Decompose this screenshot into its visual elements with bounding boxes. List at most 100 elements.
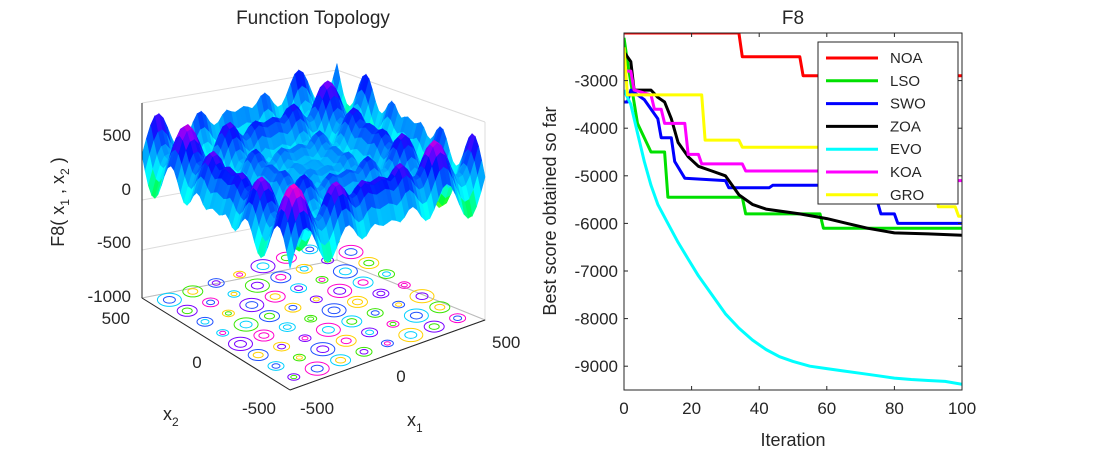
contour-ring <box>287 373 301 381</box>
contour-ring <box>335 334 357 347</box>
x-tick-label: 40 <box>750 399 769 418</box>
x1-axis-label: x1 <box>407 410 423 435</box>
legend: NOA LSO SWO ZOA EVO KOA GRO <box>817 41 959 205</box>
x-tick-label: 80 <box>885 399 904 418</box>
contour-ring <box>301 336 309 341</box>
line-xlabel: Iteration <box>760 430 825 450</box>
legend-label-evo: EVO <box>890 141 922 158</box>
contour-ring <box>295 263 313 274</box>
contour-ring <box>382 271 391 277</box>
contour-ring <box>346 318 358 325</box>
line-title: F8 <box>782 8 804 29</box>
contour-ring <box>282 324 292 330</box>
y-tick-label: 0 <box>192 353 201 372</box>
surface-facet <box>286 236 295 269</box>
contour-ring <box>264 290 286 303</box>
contour-ring <box>355 346 373 357</box>
contour-ring <box>310 342 336 357</box>
contour-ring <box>415 292 429 301</box>
contour-ring <box>372 288 390 299</box>
contour-ring <box>376 290 386 297</box>
contour-ring <box>187 288 199 295</box>
x-tick-label: 500 <box>492 333 520 352</box>
z-tick-label: -500 <box>97 233 131 252</box>
contour-ring <box>156 292 182 307</box>
line-ylabel: Best score obtained so far <box>540 106 560 315</box>
contour-ring <box>230 291 238 297</box>
surface-axes <box>141 103 486 391</box>
contour-ring <box>366 308 384 318</box>
contour-ring <box>361 327 379 338</box>
contour-ring <box>307 316 315 321</box>
contour-ring <box>196 316 214 327</box>
contour-ring <box>449 313 467 324</box>
contour-ring <box>176 304 198 317</box>
contour-ring <box>309 295 323 304</box>
contour-ring <box>244 278 270 293</box>
contour-ring <box>453 315 463 321</box>
contour-ring <box>253 329 275 342</box>
y-tick-label: -6000 <box>575 214 618 233</box>
contour-ring <box>228 336 253 351</box>
z-tick-label: -1000 <box>88 287 131 306</box>
contour-ring <box>333 287 347 295</box>
contour-ring <box>395 302 403 307</box>
y-tick-label: -7000 <box>575 262 618 281</box>
contour-ring <box>321 325 335 334</box>
contour-ring <box>352 298 363 306</box>
contour-ring <box>318 277 326 282</box>
x-tick-label: 20 <box>682 399 701 418</box>
y-tick-label: -9000 <box>575 357 618 376</box>
contour-ring <box>321 303 347 318</box>
contour-ring <box>397 281 411 289</box>
contour-ring <box>258 332 270 339</box>
contour-ring <box>162 295 176 304</box>
contour-ring <box>256 262 270 271</box>
contour-ring <box>380 339 394 348</box>
legend-label-lso: LSO <box>890 73 920 90</box>
contour-ring <box>275 273 287 281</box>
contour-ring <box>409 311 423 320</box>
y-tick-label: -5000 <box>575 167 618 186</box>
contour-ring <box>304 314 318 323</box>
contour-ring <box>332 264 358 279</box>
contour-ring <box>236 272 244 277</box>
contour-ring <box>428 323 440 330</box>
contour-ring <box>335 356 347 364</box>
contour-ring <box>270 271 292 284</box>
contour-ring <box>298 334 312 343</box>
x-tick-label: 60 <box>817 399 836 418</box>
contour-ring <box>312 297 320 302</box>
contour-ring <box>389 321 397 327</box>
contour-ring <box>338 244 364 260</box>
contour-ring <box>316 345 330 354</box>
legend-box <box>817 41 959 205</box>
y-tick-label: -4000 <box>575 119 618 138</box>
series-line-swo <box>624 88 962 225</box>
y-tick-label: -3000 <box>575 72 618 91</box>
contour-ring <box>202 297 220 308</box>
contour-ring <box>273 341 291 352</box>
z-axis-label: F8( x1 , x2 ) <box>48 157 72 246</box>
legend-label-gro: GRO <box>890 187 924 204</box>
contour-ring <box>357 279 369 286</box>
contour-ring <box>292 353 306 362</box>
contour-ring <box>234 340 247 348</box>
contour-ring <box>200 319 210 325</box>
contour-ring <box>264 312 275 320</box>
contour-ring <box>434 303 446 311</box>
z-tick-label: 500 <box>103 126 131 145</box>
contour-ring <box>310 364 324 373</box>
series-line-koa <box>624 69 962 183</box>
contour-ring <box>359 349 369 355</box>
plot-frame <box>623 32 963 391</box>
contour-ring <box>327 306 341 315</box>
contour-ring <box>247 349 269 361</box>
contour-ring <box>233 270 247 279</box>
contour-ring <box>211 280 221 286</box>
contour-ring <box>290 283 308 294</box>
contour-ring <box>252 351 264 359</box>
x-tick-label: 100 <box>948 399 976 418</box>
contour-ring <box>423 320 445 333</box>
